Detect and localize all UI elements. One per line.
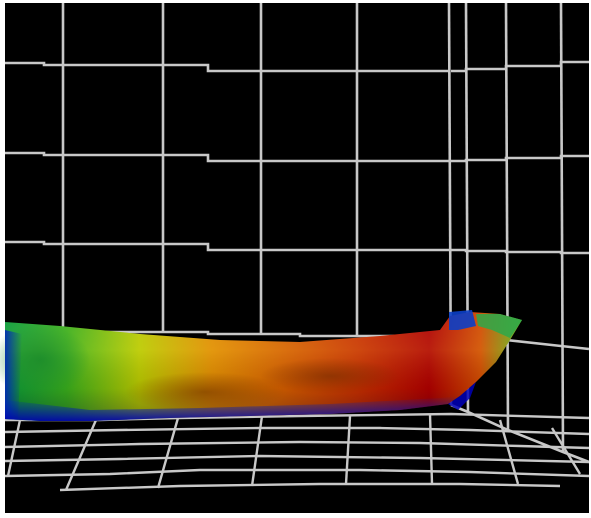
surface-shadow-patch	[260, 358, 400, 394]
floor-line	[4, 426, 590, 436]
grid-line-horizontal	[5, 151, 450, 163]
grid-line-horizontal	[451, 154, 589, 163]
surface-bottom-blue-edge	[5, 396, 460, 421]
floor-line	[4, 440, 590, 450]
surface-left-blue-edge	[5, 330, 22, 420]
grid-line-horizontal	[450, 403, 590, 464]
floor-depth-line	[250, 415, 264, 487]
floor-line	[4, 468, 590, 478]
floor-depth-line	[344, 415, 352, 485]
floor-depth-line	[64, 419, 98, 491]
surface-shadow-patch	[125, 372, 285, 412]
grid-line-horizontal	[451, 60, 589, 73]
floor-depth-line	[6, 419, 22, 477]
floor-line	[59, 482, 561, 492]
grid-line-horizontal	[5, 61, 450, 73]
surface-mesh[interactable]	[0, 310, 522, 421]
floor-line	[4, 454, 590, 464]
floor-depth-line	[428, 413, 434, 485]
surface-green-patch	[0, 324, 90, 396]
grid-line-vertical	[559, 2, 565, 453]
surface-right-blue-edge	[448, 382, 476, 410]
surface-tip-green	[476, 314, 522, 338]
floor-depth-line	[156, 417, 180, 489]
surface-tip-blue	[449, 310, 476, 330]
floor-depth-line	[550, 427, 582, 475]
grid-line-horizontal	[5, 240, 450, 252]
grid-line-horizontal	[451, 248, 589, 255]
grid-line-vertical	[504, 2, 510, 431]
floor-depth-line	[498, 419, 520, 485]
plot-background	[5, 3, 589, 513]
